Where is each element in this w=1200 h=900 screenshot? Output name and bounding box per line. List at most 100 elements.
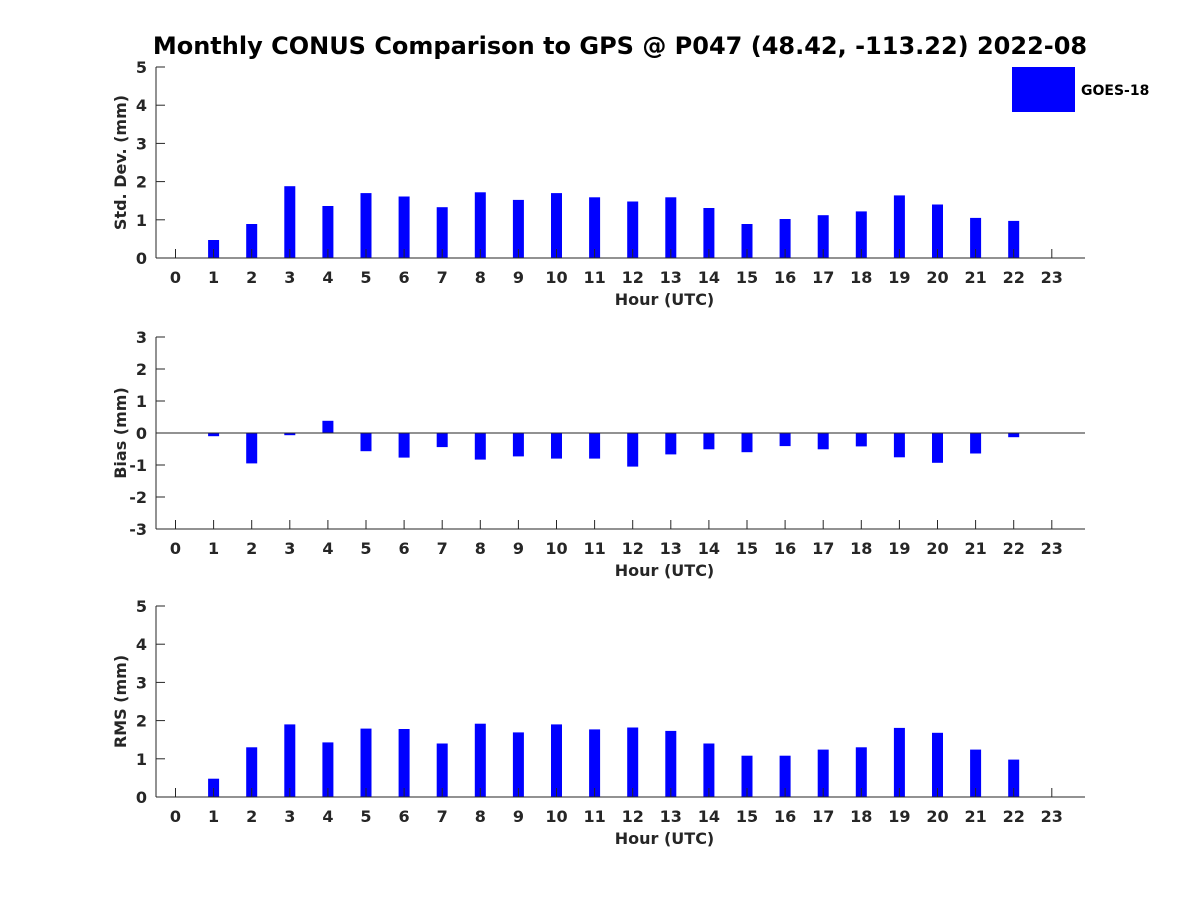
x-tick-label: 14	[698, 268, 720, 287]
x-tick-label: 19	[888, 807, 910, 826]
y-tick-label: 1	[136, 392, 147, 411]
y-tick-label: 0	[136, 249, 147, 268]
bar-hour-19	[893, 727, 905, 797]
x-tick-label: 7	[437, 268, 448, 287]
x-tick-label: 18	[850, 268, 872, 287]
bar-hour-12	[627, 201, 639, 258]
y-tick-label: 0	[136, 424, 147, 443]
bar-hour-14	[703, 433, 715, 450]
x-tick-label: 5	[360, 268, 371, 287]
bar-hour-6	[398, 196, 410, 258]
bar-hour-3	[284, 724, 296, 797]
x-tick-label: 18	[850, 807, 872, 826]
bar-hour-17	[817, 433, 829, 450]
y-tick-label: 2	[136, 360, 147, 379]
y-tick-label: 5	[136, 58, 147, 77]
x-tick-label: 17	[812, 539, 834, 558]
legend: GOES-18	[1012, 67, 1149, 112]
y-tick-label: 1	[136, 750, 147, 769]
bar-hour-9	[512, 199, 524, 258]
bar-hour-11	[589, 433, 601, 459]
x-tick-label: 13	[660, 268, 682, 287]
x-tick-label: 8	[475, 268, 486, 287]
x-tick-label: 21	[964, 807, 986, 826]
bar-hour-8	[474, 433, 486, 460]
x-tick-label: 7	[437, 807, 448, 826]
x-axis-label: Hour (UTC)	[615, 290, 715, 309]
x-tick-label: 12	[622, 539, 644, 558]
x-tick-label: 21	[964, 268, 986, 287]
x-tick-label: 3	[284, 807, 295, 826]
bar-hour-14	[703, 208, 715, 258]
bar-hour-12	[627, 433, 639, 467]
bar-hour-13	[665, 730, 677, 797]
bar-hour-18	[855, 433, 867, 447]
y-tick-label: 4	[136, 635, 147, 654]
chart-title: Monthly CONUS Comparison to GPS @ P047 (…	[153, 32, 1087, 60]
x-tick-label: 2	[246, 268, 257, 287]
bar-hour-22	[1008, 759, 1020, 797]
x-tick-label: 16	[774, 807, 796, 826]
x-axis-label: Hour (UTC)	[615, 829, 715, 848]
bar-hour-12	[627, 727, 639, 797]
y-tick-label: 3	[136, 328, 147, 347]
x-tick-label: 0	[170, 268, 181, 287]
y-tick-label: 5	[136, 597, 147, 616]
bar-hour-20	[932, 433, 943, 463]
bar-hour-3	[284, 433, 296, 436]
y-tick-label: 3	[136, 673, 147, 692]
x-tick-label: 23	[1041, 807, 1063, 826]
x-tick-label: 22	[1003, 807, 1025, 826]
x-tick-label: 5	[360, 539, 371, 558]
bar-hour-5	[360, 193, 372, 258]
bar-hour-4	[322, 206, 334, 258]
bar-hour-15	[741, 433, 753, 453]
y-tick-label: -3	[129, 520, 147, 539]
bar-hour-21	[970, 749, 982, 797]
x-tick-label: 22	[1003, 268, 1025, 287]
x-tick-label: 19	[888, 268, 910, 287]
bar-hour-15	[741, 755, 753, 797]
bar-hour-7	[436, 433, 448, 448]
x-tick-label: 23	[1041, 268, 1063, 287]
bar-hour-10	[551, 433, 562, 459]
bar-hour-16	[779, 433, 791, 447]
x-tick-label: 16	[774, 268, 796, 287]
bar-hour-6	[398, 433, 410, 458]
bar-hour-2	[246, 433, 258, 464]
y-tick-label: 2	[136, 712, 147, 731]
bar-hour-16	[779, 755, 791, 797]
bar-hour-4	[322, 420, 334, 433]
x-tick-label: 21	[964, 539, 986, 558]
bar-hour-20	[932, 204, 943, 258]
x-tick-label: 15	[736, 268, 758, 287]
bar-hour-1	[208, 778, 220, 797]
bar-hour-7	[436, 207, 448, 258]
x-tick-label: 17	[812, 268, 834, 287]
x-tick-label: 3	[284, 268, 295, 287]
x-tick-label: 1	[208, 807, 219, 826]
x-tick-label: 15	[736, 539, 758, 558]
bar-hour-17	[817, 215, 829, 258]
x-tick-label: 20	[926, 268, 948, 287]
bar-hour-8	[474, 723, 486, 797]
x-tick-label: 14	[698, 807, 720, 826]
x-tick-label: 14	[698, 539, 720, 558]
bar-hour-19	[893, 433, 905, 458]
x-tick-label: 10	[545, 268, 567, 287]
y-tick-label: 2	[136, 173, 147, 192]
y-tick-label: 3	[136, 134, 147, 153]
x-tick-label: 22	[1003, 539, 1025, 558]
x-tick-label: 6	[399, 807, 410, 826]
x-tick-label: 13	[660, 539, 682, 558]
x-tick-label: 15	[736, 807, 758, 826]
x-tick-label: 1	[208, 268, 219, 287]
bar-hour-16	[779, 219, 791, 258]
x-tick-label: 5	[360, 807, 371, 826]
bar-hour-22	[1008, 433, 1020, 438]
y-tick-label: -2	[129, 488, 147, 507]
